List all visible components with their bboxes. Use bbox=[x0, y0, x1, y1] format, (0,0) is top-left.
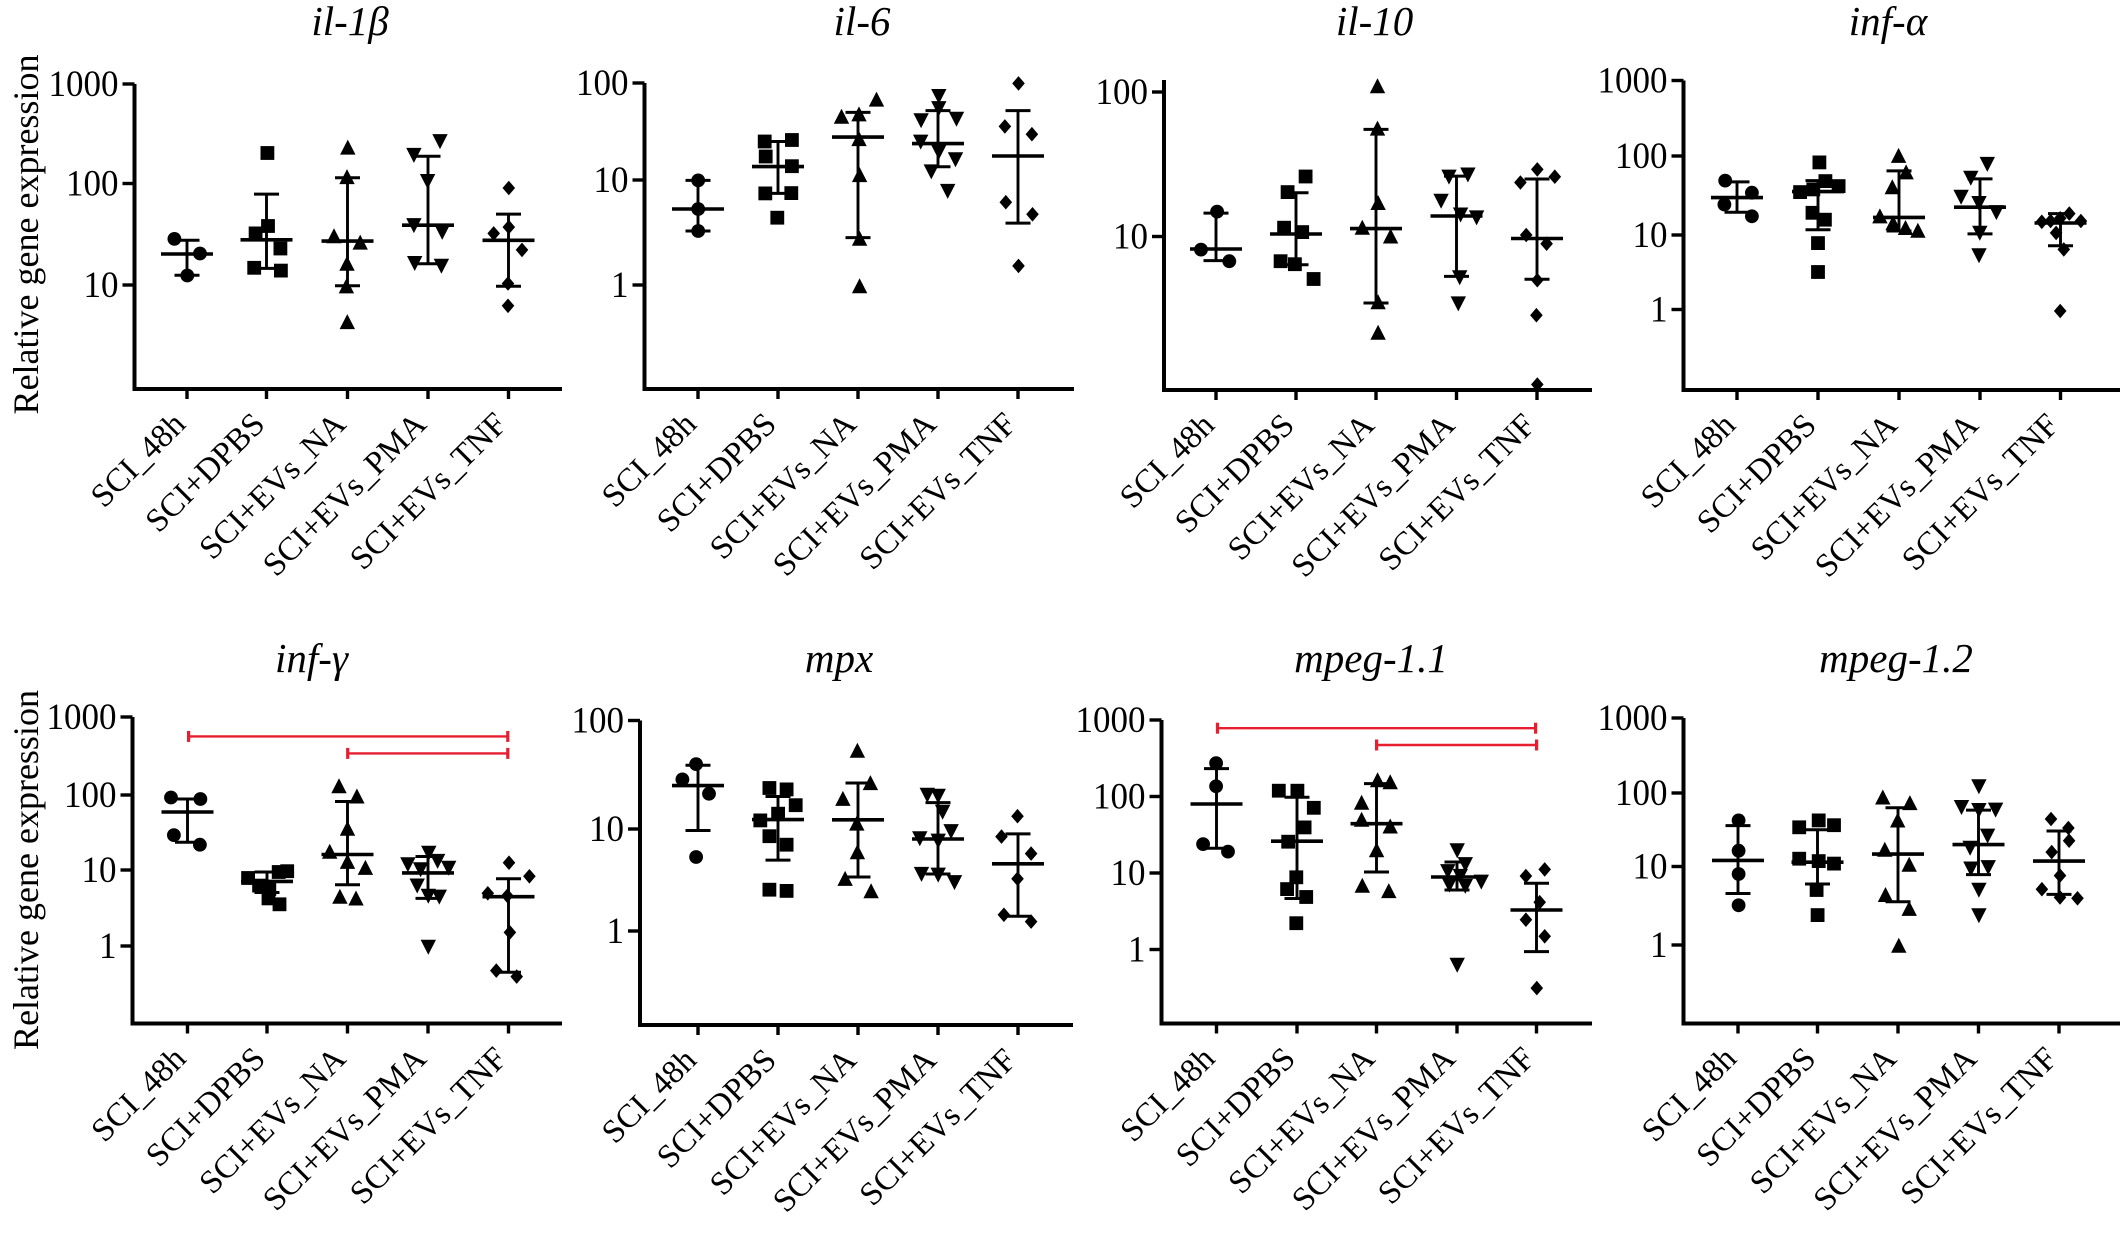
svg-text:Relative gene expression: Relative gene expression bbox=[6, 690, 46, 1050]
svg-text:1: 1 bbox=[99, 926, 117, 967]
svg-text:1: 1 bbox=[1650, 290, 1668, 331]
svg-text:10: 10 bbox=[1633, 847, 1668, 888]
svg-text:100: 100 bbox=[572, 701, 625, 742]
svg-text:1: 1 bbox=[611, 265, 629, 306]
svg-text:10: 10 bbox=[82, 850, 117, 891]
svg-text:inf-γ: inf-γ bbox=[275, 635, 350, 681]
svg-text:inf-α: inf-α bbox=[1849, 0, 1929, 44]
svg-text:1000: 1000 bbox=[49, 64, 119, 105]
svg-text:10: 10 bbox=[594, 160, 629, 201]
svg-text:mpeg-1.2: mpeg-1.2 bbox=[1819, 635, 1973, 681]
svg-text:il-6: il-6 bbox=[834, 0, 891, 44]
svg-text:il-10: il-10 bbox=[1336, 0, 1413, 44]
svg-text:100: 100 bbox=[1615, 773, 1668, 814]
svg-text:10: 10 bbox=[1113, 217, 1148, 258]
svg-text:Relative gene expression: Relative gene expression bbox=[6, 55, 46, 415]
svg-text:10: 10 bbox=[589, 809, 624, 850]
svg-text:10: 10 bbox=[1111, 853, 1146, 894]
svg-text:100: 100 bbox=[1093, 777, 1146, 818]
svg-text:10: 10 bbox=[1633, 215, 1668, 256]
svg-text:1000: 1000 bbox=[1598, 61, 1668, 102]
svg-text:10: 10 bbox=[84, 265, 119, 306]
svg-text:1000: 1000 bbox=[1598, 698, 1668, 739]
svg-text:il-1β: il-1β bbox=[311, 0, 389, 44]
svg-text:1: 1 bbox=[1128, 930, 1146, 971]
svg-text:1: 1 bbox=[607, 911, 625, 952]
svg-text:100: 100 bbox=[1096, 72, 1149, 113]
svg-text:100: 100 bbox=[66, 164, 119, 205]
svg-text:mpx: mpx bbox=[805, 635, 873, 681]
svg-text:1000: 1000 bbox=[1076, 700, 1146, 741]
svg-text:100: 100 bbox=[1615, 136, 1668, 177]
svg-text:100: 100 bbox=[64, 775, 117, 816]
svg-text:100: 100 bbox=[576, 63, 629, 104]
svg-text:1000: 1000 bbox=[47, 697, 117, 738]
svg-text:1: 1 bbox=[1650, 925, 1668, 966]
svg-text:mpeg-1.1: mpeg-1.1 bbox=[1294, 635, 1448, 681]
